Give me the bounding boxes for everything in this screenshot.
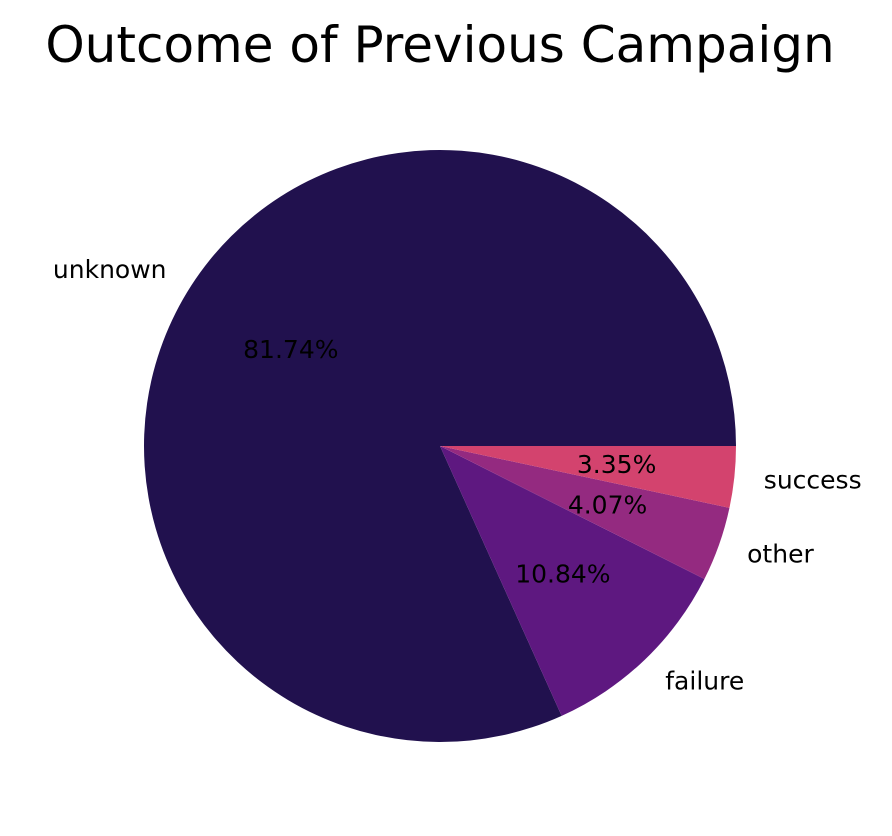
pct-label-unknown: 81.74% [243, 335, 338, 364]
slice-label-success: success [764, 466, 862, 495]
pie-slice-other [440, 446, 730, 580]
pie-slice-success [440, 446, 736, 508]
pie-slice-unknown [144, 150, 736, 742]
pie-labels: unknown 81.74% failure 10.84% other 4.07% succ… [53, 255, 862, 696]
pie-slices [144, 150, 736, 742]
slice-label-failure: failure [665, 667, 744, 696]
chart-title: Outcome of Previous Campaign [45, 16, 834, 74]
pct-label-success: 3.35% [577, 450, 656, 479]
pct-label-other: 4.07% [568, 490, 647, 519]
pie-slice-failure [440, 446, 705, 716]
slice-label-other: other [747, 540, 814, 569]
slice-label-unknown: unknown [53, 255, 167, 284]
pct-label-failure: 10.84% [515, 560, 610, 589]
